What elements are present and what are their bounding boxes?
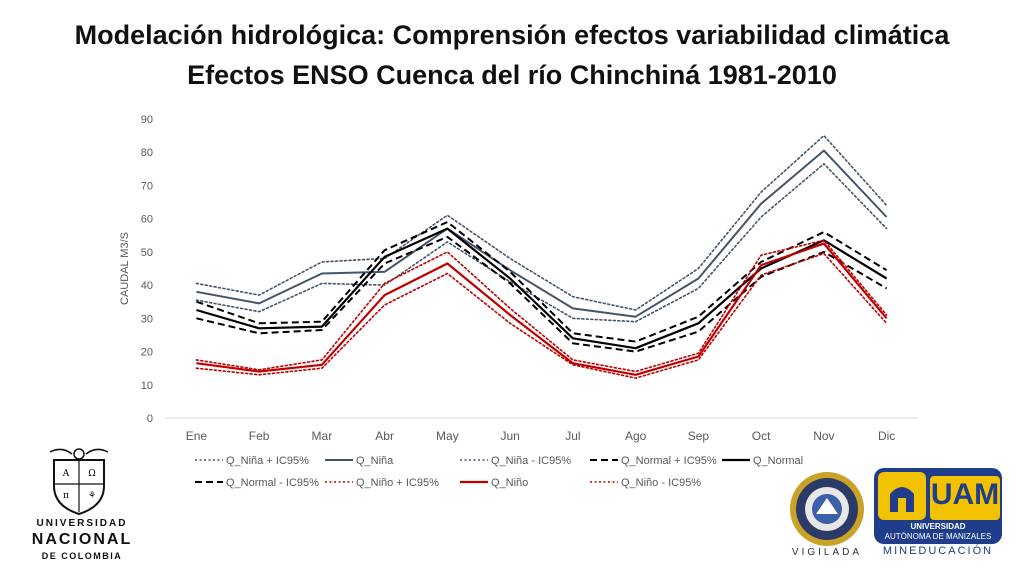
x-tick-label: Jul <box>565 429 580 443</box>
x-tick-label: Oct <box>752 429 771 443</box>
y-tick-label: 30 <box>141 313 153 325</box>
legend-label-2: Q_Niña - IC95% <box>491 455 571 467</box>
x-tick-label: May <box>436 429 459 443</box>
series-line-5 <box>196 235 888 353</box>
x-tick-label: Dic <box>878 429 895 443</box>
legend-label-5: Q_Normal - IC95% <box>226 477 319 489</box>
unal-shield-icon: A Ω π ⚘ <box>49 448 109 516</box>
y-tick-label: 70 <box>141 180 153 192</box>
svg-text:Ω: Ω <box>88 469 95 479</box>
y-tick-label: 80 <box>141 147 153 159</box>
series-line-2 <box>195 163 888 323</box>
unal-line1: UNIVERSIDAD <box>36 518 128 529</box>
series-line-4 <box>196 227 888 350</box>
uam-name2: AUTÓNOMA DE MANIZALES <box>884 532 992 541</box>
legend-label-0: Q_Niña + IC95% <box>226 455 309 467</box>
uam-mark: UAM <box>930 478 1000 511</box>
x-tick-label: Sep <box>688 429 710 443</box>
x-tick-label: Jun <box>500 429 519 443</box>
svg-text:⚘: ⚘ <box>88 491 96 501</box>
legend-label-6: Q_Niño + IC95% <box>356 477 439 489</box>
legend-label-4: Q_Normal <box>753 455 803 467</box>
page-subtitle: Efectos ENSO Cuenca del río Chinchiná 19… <box>187 60 837 90</box>
legend-label-1: Q_Niña <box>356 455 394 467</box>
unal-line3: DE COLOMBIA <box>41 551 123 561</box>
y-tick-label: 60 <box>141 214 153 226</box>
legend-label-8: Q_Niño - IC95% <box>621 477 701 489</box>
series-line-6 <box>195 239 888 373</box>
y-axis-label: CAUDAL M3/S <box>119 232 131 305</box>
accreditation-seal-icon <box>790 472 864 546</box>
y-tick-label: 50 <box>141 247 153 259</box>
x-tick-label: Ago <box>625 429 647 443</box>
y-tick-label: 0 <box>147 413 153 425</box>
legend-label-3: Q_Normal + IC95% <box>621 455 717 467</box>
series-line-1 <box>196 149 888 318</box>
uam-footer: MINEDUCACIÓN <box>882 545 994 557</box>
series-line-0 <box>195 134 888 311</box>
page-title: Modelación hidrológica: Comprensión efec… <box>74 20 950 50</box>
uam-logo: UAM UNIVERSIDAD AUTÓNOMA DE MANIZALES <box>874 468 1002 544</box>
x-tick-label: Ene <box>186 429 208 443</box>
y-tick-label: 20 <box>141 347 153 359</box>
unal-line2: NACIONAL <box>31 531 133 548</box>
series-line-7 <box>196 242 888 376</box>
series-line-3 <box>196 221 888 343</box>
uam-name1: UNIVERSIDAD <box>910 522 966 531</box>
x-tick-label: Nov <box>813 429 834 443</box>
y-tick-label: 40 <box>141 280 153 292</box>
x-tick-label: Mar <box>312 429 333 443</box>
svg-text:π: π <box>63 491 69 501</box>
series-line-8 <box>195 252 888 379</box>
x-tick-label: Abr <box>375 429 394 443</box>
svg-text:A: A <box>62 469 70 479</box>
y-tick-label: 90 <box>141 114 153 126</box>
y-tick-label: 10 <box>141 380 153 392</box>
x-tick-label: Feb <box>249 429 270 443</box>
seal-caption: VIGILADA <box>791 547 863 558</box>
legend-label-7: Q_Niño <box>491 477 528 489</box>
uam-emblem-icon <box>878 472 926 520</box>
